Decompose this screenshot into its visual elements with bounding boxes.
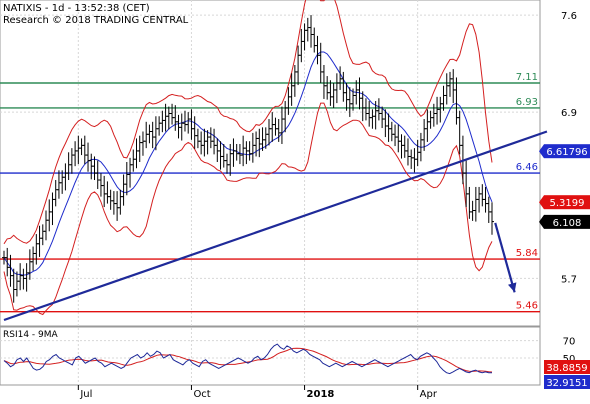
level-label: 5.46	[516, 301, 538, 312]
rsi-tick-label: 70	[563, 337, 576, 348]
price-tag-pointer	[539, 195, 544, 210]
level-label: 6.46	[516, 162, 538, 173]
rsi-tag-label: 38.8859	[546, 363, 587, 374]
price-tag-label: 6.61796	[546, 147, 587, 158]
axis-layer: Jul Oct 2018 Apr 7.6 6.9 5.7 70 50	[77, 11, 577, 400]
price-tag-label: 5.3199	[550, 198, 585, 209]
price-tag	[544, 214, 590, 229]
rsi-layer	[3, 343, 493, 375]
chart-title: NATIXIS - 1d - 13:52:38 (CET)	[3, 3, 150, 14]
chart-subtitle: Research © 2018 TRADING CENTRAL	[3, 15, 189, 26]
trendline	[3, 130, 548, 322]
month-label: Oct	[193, 389, 210, 400]
forecast-arrow	[494, 222, 516, 293]
forecast-arrow-head	[508, 282, 517, 293]
rsi-tag	[544, 360, 590, 374]
price-tick-label: 6.9	[561, 108, 577, 119]
level-label: 7.11	[516, 72, 538, 83]
price-tick-label: 7.6	[561, 11, 577, 22]
level-label: 5.84	[516, 248, 538, 259]
month-label: 2018	[307, 389, 335, 400]
tags-layer: 6.61796 5.3199 6.108 38.8859 32.9151	[539, 144, 590, 389]
rsi-tick-label: 50	[563, 354, 576, 365]
price-tag-pointer	[539, 214, 544, 229]
trend-layer	[3, 130, 548, 322]
rsi-panel-frame	[0, 326, 541, 386]
price-tick-label: 5.7	[561, 274, 577, 285]
rsi-line	[3, 343, 492, 375]
price-panel-frame	[0, 0, 541, 327]
bollinger-upper	[3, 0, 493, 245]
moving-average	[3, 51, 493, 276]
rsi-tag	[544, 375, 590, 389]
price-tag-pointer	[539, 144, 544, 159]
rsi-tag-label: 32.9151	[546, 378, 587, 389]
price-tag	[544, 144, 590, 159]
rsi-label: RSI14 - 9MA	[3, 330, 59, 340]
month-label: Apr	[420, 389, 438, 400]
rsi-ma-line	[3, 347, 493, 373]
price-tag	[544, 195, 590, 210]
price-bars	[2, 15, 494, 303]
price-tag-label: 6.108	[553, 218, 582, 229]
level-label: 6.93	[516, 97, 538, 108]
month-label: Jul	[79, 389, 92, 400]
